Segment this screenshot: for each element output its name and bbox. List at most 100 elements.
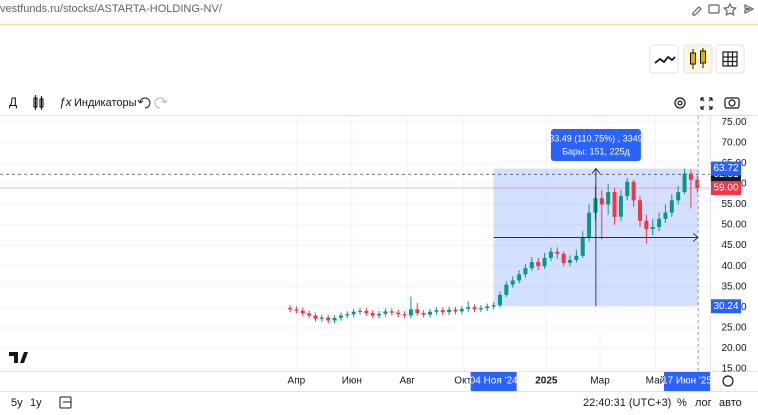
y-tick-label: 25.00 — [721, 322, 746, 333]
candle-body — [478, 308, 483, 310]
candle-body — [657, 218, 662, 228]
measure-tooltip — [550, 129, 641, 161]
x-tick-label: 2025 — [535, 376, 558, 387]
x-tick-label: Мар — [590, 376, 610, 387]
measure-bars: Бары: 151, 225д — [562, 146, 630, 156]
time-label: 04 Ноя '24 — [470, 376, 518, 387]
candle-body — [466, 307, 471, 309]
candle-body — [631, 181, 636, 201]
candle-body — [294, 309, 299, 311]
price-label: 63.72 — [713, 163, 738, 174]
candle-body — [345, 314, 350, 316]
candle-body — [587, 212, 592, 238]
time-label-bg — [470, 372, 517, 391]
browser-icons — [692, 2, 755, 17]
chart-type-buttons — [649, 44, 745, 74]
edit-icon[interactable] — [692, 6, 702, 16]
settings-core — [677, 100, 683, 106]
candle-body — [377, 313, 382, 316]
percent-toggle[interactable]: % — [677, 397, 687, 409]
y-tick-label: 45.00 — [721, 240, 746, 251]
candle-body — [574, 255, 579, 260]
range-1y[interactable]: 1y — [30, 397, 42, 409]
candle-body — [695, 179, 700, 188]
candle-body — [510, 280, 515, 285]
candle-body — [529, 262, 534, 269]
price-label-bg — [711, 161, 741, 176]
date-range-button[interactable] — [59, 396, 72, 409]
candle-body — [548, 251, 553, 258]
candle-body — [517, 274, 522, 281]
y-tick-label: 75.00 — [721, 117, 746, 128]
candle-body — [326, 317, 331, 321]
candle-body — [599, 198, 604, 205]
line-button[interactable] — [649, 44, 679, 74]
candle-body — [676, 192, 681, 201]
redo-button[interactable] — [154, 97, 168, 109]
x-tick-label: Июн — [342, 376, 362, 387]
y-tick-label: 35.00 — [721, 281, 746, 292]
send-icon[interactable] — [744, 4, 755, 14]
time-label-bg — [664, 372, 710, 391]
candle-body — [421, 313, 426, 315]
candle-body — [485, 306, 490, 309]
candle-body — [351, 311, 356, 315]
candle-body — [383, 311, 388, 314]
table-button[interactable] — [715, 44, 745, 74]
candle-button[interactable] — [683, 44, 713, 74]
table-icon — [722, 51, 738, 67]
indicators-button[interactable]: Индикаторы — [74, 97, 137, 109]
measure-text: 33.49 (110.75%) , 3349 — [549, 133, 642, 143]
time-axis-settings[interactable] — [722, 375, 734, 387]
x-tick-label: Апр — [288, 376, 306, 387]
snapshot-button[interactable] — [724, 97, 740, 109]
candle-body — [370, 313, 375, 316]
measure-arrowhead — [591, 167, 601, 174]
candle-body — [396, 312, 401, 315]
candle-body — [307, 313, 312, 316]
candle-body — [288, 308, 292, 310]
candle-body — [364, 310, 369, 314]
fullscreen-button[interactable] — [700, 97, 713, 110]
axis-settings-icon — [722, 375, 734, 387]
candle-body — [338, 315, 343, 318]
toolbar: Д ƒx Индикаторы — [9, 95, 740, 110]
candle-body — [561, 253, 566, 263]
y-tick-label: 70.00 — [721, 137, 746, 148]
auto-toggle[interactable]: авто — [719, 397, 742, 409]
undo-button[interactable] — [137, 97, 151, 109]
tv-logo — [9, 352, 28, 363]
chart-style-button[interactable] — [33, 95, 44, 110]
settings-button[interactable] — [674, 97, 686, 109]
candle-body — [618, 196, 623, 217]
price-label: 59.00 — [713, 183, 738, 194]
candle-body — [580, 237, 585, 256]
candle-body — [332, 317, 337, 321]
candle-body — [459, 308, 464, 312]
price-label: 30.24 — [713, 301, 738, 312]
snapshot-lens — [728, 99, 736, 107]
candle-body — [612, 192, 617, 217]
star-icon[interactable] — [722, 2, 738, 17]
candle-body — [434, 310, 439, 312]
candle-body — [415, 309, 420, 314]
screenshot-icon[interactable] — [708, 4, 720, 14]
interval-button[interactable]: Д — [9, 95, 17, 109]
fx-icon: ƒx — [59, 95, 73, 109]
candle-body — [408, 309, 413, 316]
footer: 5y 1y 22:40:31 (UTC+3) % лог авто — [11, 396, 742, 409]
candle-body — [300, 310, 305, 314]
time-label: 17 Июн '25 — [662, 376, 712, 387]
candle-body — [523, 268, 528, 275]
x-tick-label: Май — [646, 376, 666, 387]
candle-body — [440, 310, 445, 313]
range-5y[interactable]: 5y — [11, 397, 23, 409]
log-toggle[interactable]: лог — [695, 397, 712, 409]
candle-body — [319, 317, 324, 319]
url-bar — [0, 0, 758, 24]
url[interactable]: vestfunds.ru/stocks/ASTARTA-HOLDING-NV/ — [0, 3, 223, 15]
y-tick-label: 55.00 — [721, 199, 746, 210]
candle-body — [389, 311, 394, 313]
candle-body — [453, 309, 458, 312]
